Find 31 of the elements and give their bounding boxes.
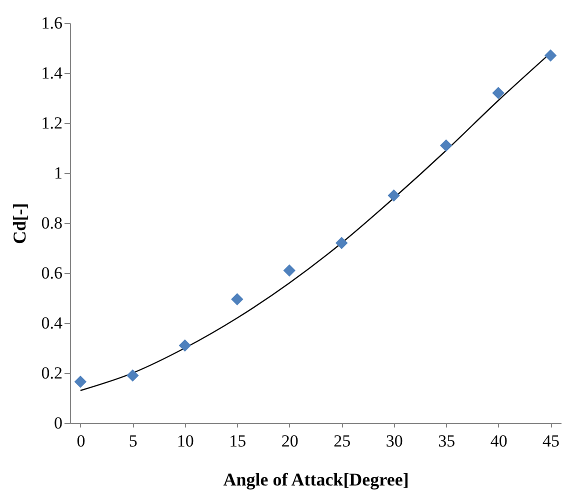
point [178,339,192,352]
y-tick-label: 0.6 [41,264,62,282]
y-tick-label: 1.6 [41,14,62,32]
x-tick-label: 30 [386,432,403,450]
y-tick-label: 0.4 [41,314,63,332]
point [440,139,452,152]
x-tick-label: 5 [128,432,138,450]
y-tick-label: 0 [54,414,62,432]
y-tick-label: 1 [54,164,62,182]
point [126,369,139,382]
x-tick-label: 45 [542,432,560,450]
x-tick-label: 15 [229,432,246,450]
x-tick-label: 40 [490,432,508,450]
x-tick-label: 10 [176,432,194,450]
x-tick-label: 25 [334,432,351,450]
x-tick-label: 35 [438,432,456,450]
y-tick-label: 1.2 [41,114,62,132]
point [74,376,87,388]
x-axis-title: Angle of Attack[Degree] [223,470,409,490]
point [388,189,400,202]
y-tick-label: 0.8 [41,214,62,232]
x-tick-label: 20 [281,432,298,450]
x-tick-label: 0 [76,432,86,450]
y-tick-label: 1.4 [41,64,63,82]
point [283,264,296,277]
point [544,49,557,62]
y-axis-title: Cd[-] [9,203,30,244]
point [492,86,504,100]
point [335,236,348,250]
y-tick-label: 0.2 [41,364,62,382]
point [231,293,244,306]
